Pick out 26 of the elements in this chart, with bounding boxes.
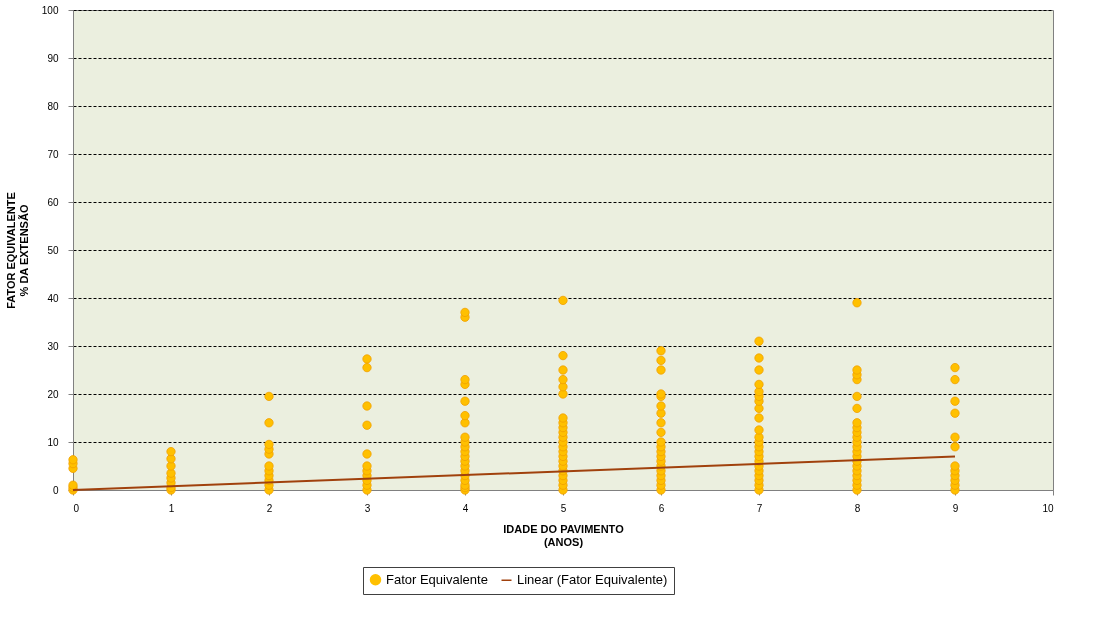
x-tick-label: 3: [364, 502, 371, 514]
x-tick-label: 6: [658, 502, 665, 514]
y-tick-label: 20: [47, 388, 59, 400]
y-tick-label: 0: [52, 484, 59, 496]
x-tick-label: 1: [168, 502, 175, 514]
x-axis-title: IDADE DO PAVIMENTO (ANOS): [503, 522, 625, 548]
y-axis-title: FATOR EQUIVALENTE % DA EXTENSÃO: [4, 192, 30, 309]
y-tick-label: 50: [47, 244, 59, 256]
y-tick-label: 90: [47, 52, 59, 64]
legend-label: Fator Equivalente: [386, 571, 488, 587]
x-tick-label: 0: [73, 502, 80, 514]
x-tick-label: 8: [854, 502, 861, 514]
x-tick-label: 9: [952, 502, 959, 514]
x-tick-label: 2: [266, 502, 273, 514]
x-tick-label: 7: [756, 502, 763, 514]
y-tick-label: 10: [47, 436, 59, 448]
y-tick-label: 40: [47, 292, 59, 304]
y-tick-label: 30: [47, 340, 59, 352]
x-tick-label: 10: [1042, 502, 1054, 514]
legend-label: Linear (Fator Equivalente): [517, 572, 668, 588]
y-tick-label: 70: [47, 148, 59, 160]
x-tick-label: 4: [462, 502, 469, 514]
y-tick-label: 60: [47, 196, 59, 208]
y-tick-label: 80: [47, 100, 59, 112]
y-tick-label: 100: [41, 4, 59, 16]
x-tick-label: 5: [560, 502, 567, 514]
